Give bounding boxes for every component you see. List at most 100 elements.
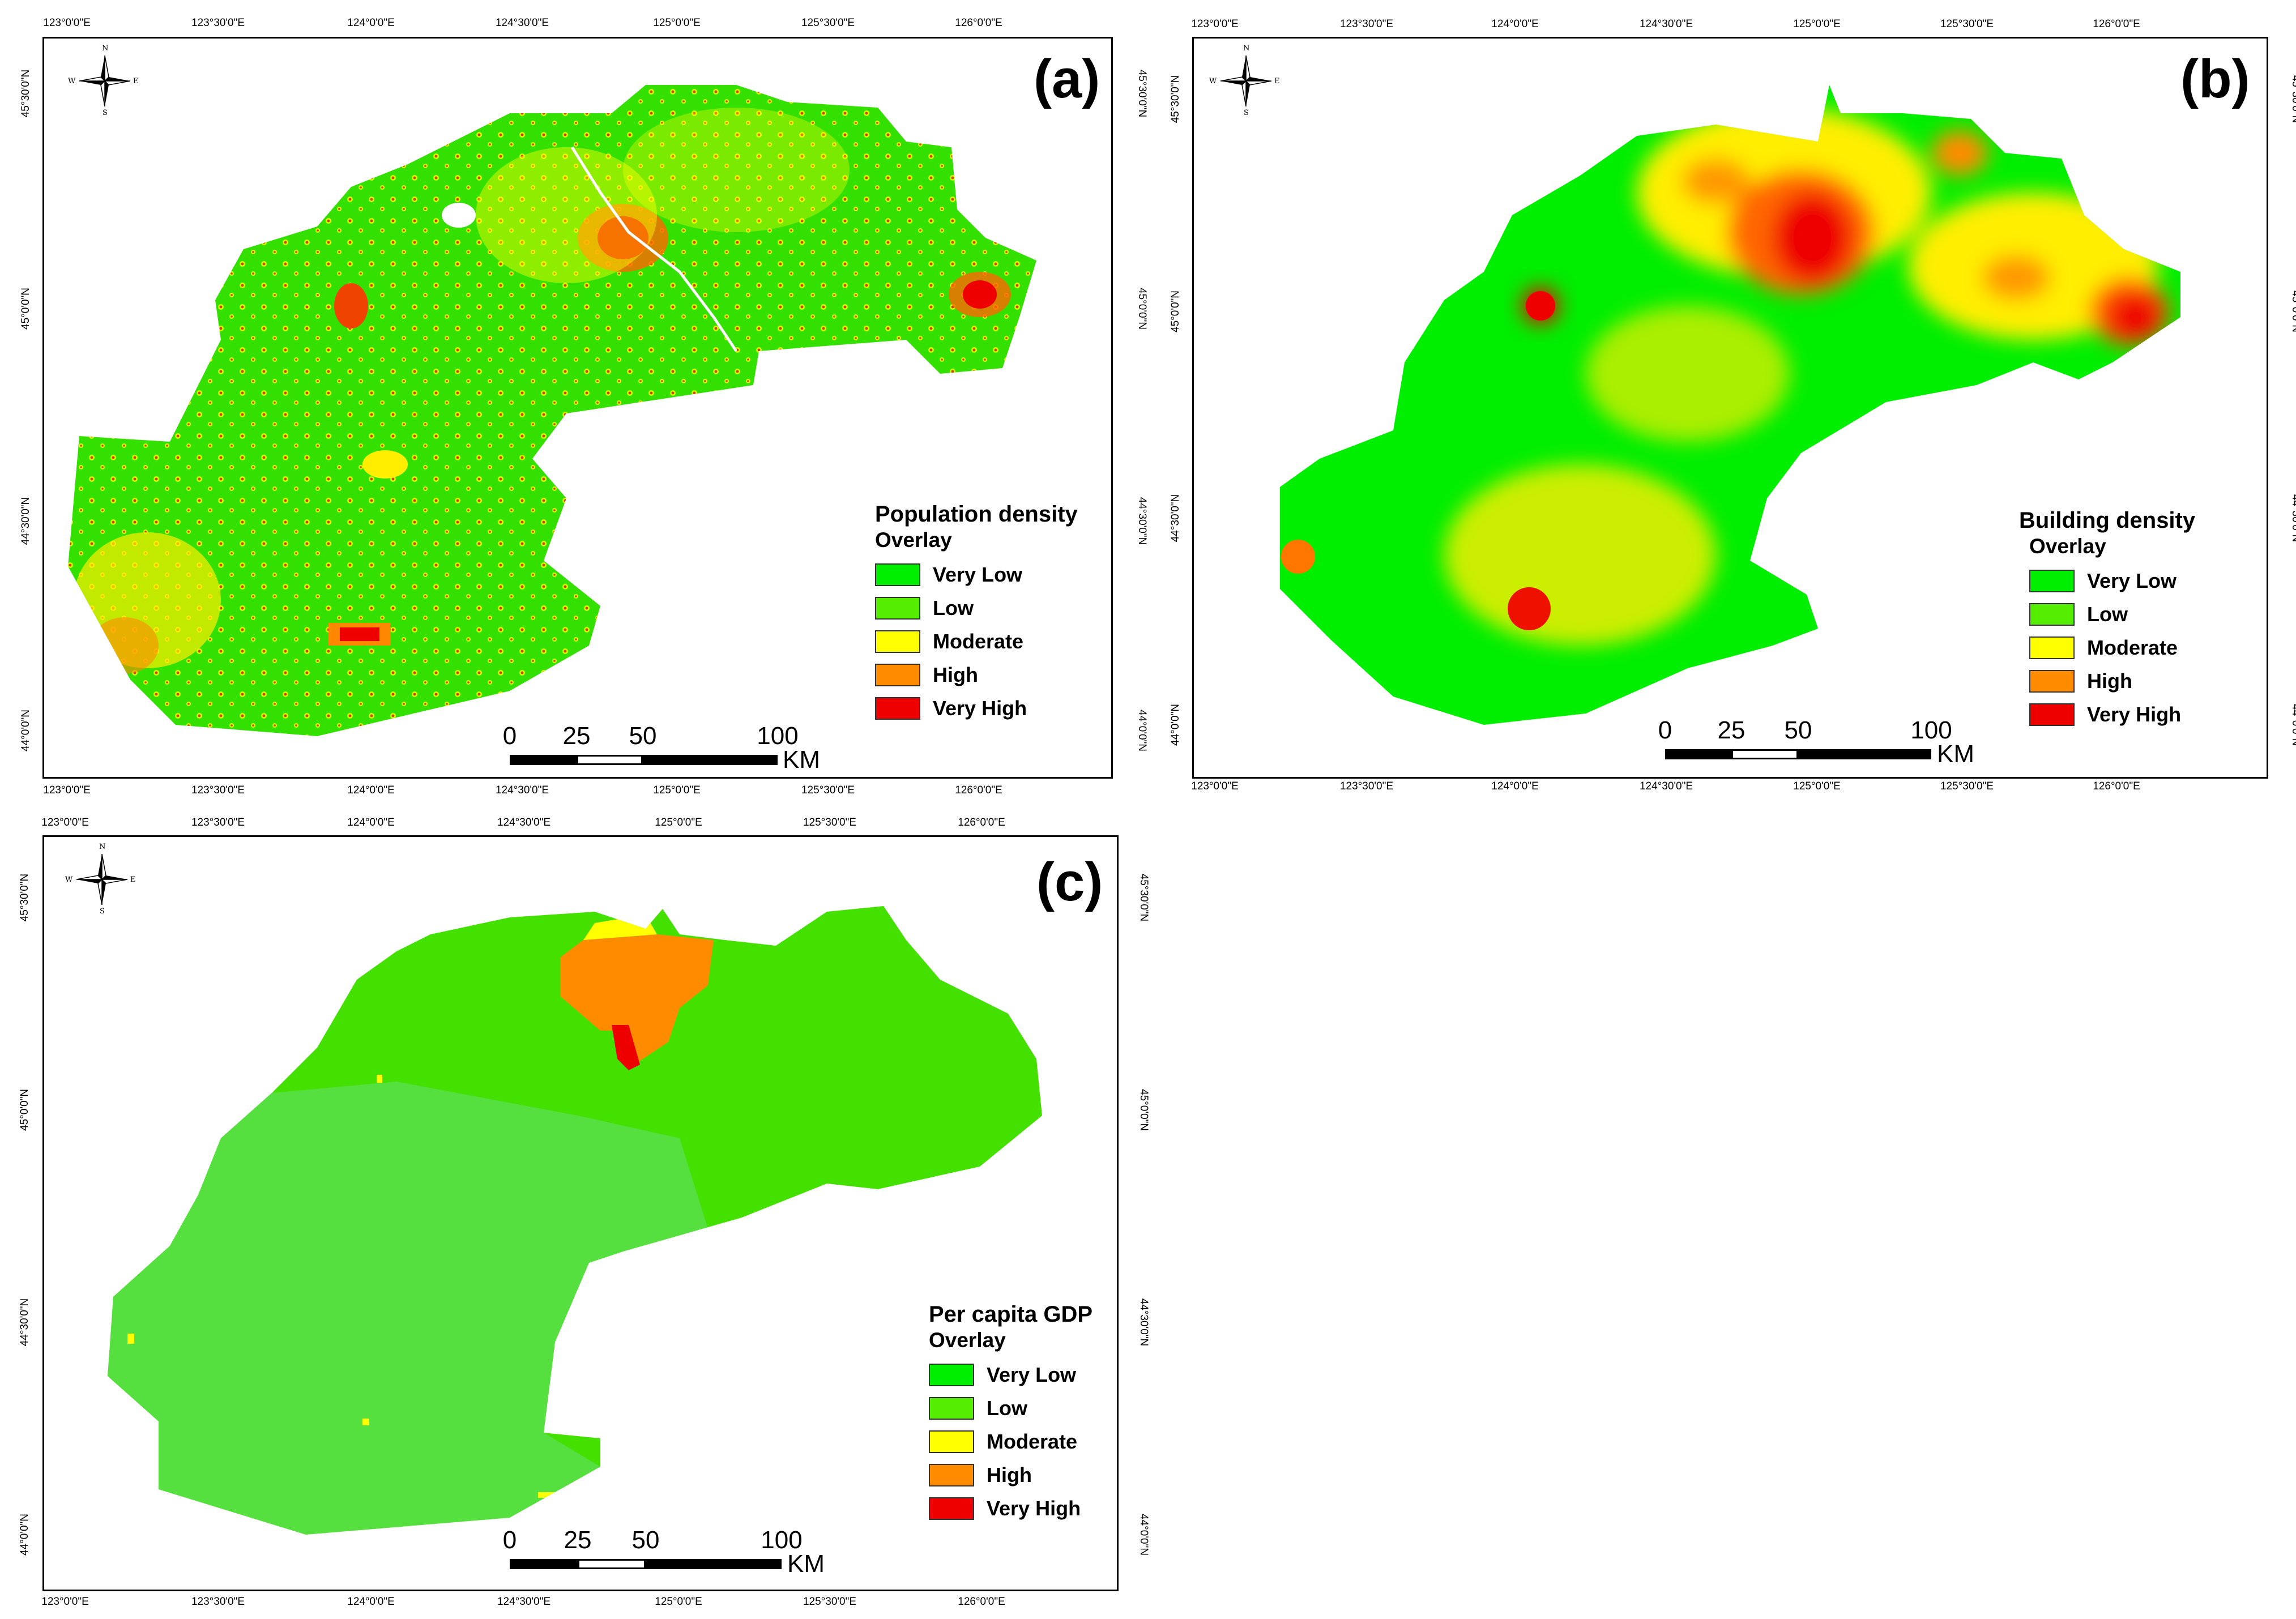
- legend: Population density Overlay Very Low Low …: [875, 501, 1078, 725]
- x-tick-label: 126°0'0"E: [958, 1596, 1005, 1608]
- x-tick-label: 125°30'0"E: [1940, 18, 1994, 30]
- legend-label: Low: [933, 596, 974, 620]
- legend-swatch: [2029, 703, 2075, 726]
- x-tick-label: 126°0'0"E: [2093, 18, 2140, 30]
- x-tick-label: 125°30'0"E: [801, 784, 855, 796]
- legend-label: Very Low: [987, 1362, 1077, 1386]
- north-arrow-icon: N S E W: [65, 843, 139, 916]
- legend-item: Very High: [875, 691, 1078, 725]
- legend-title: Per capita GDP: [929, 1302, 1093, 1327]
- legend-swatch: [875, 663, 920, 686]
- legend-label: Very Low: [2087, 569, 2177, 592]
- x-tick-label: 123°30'0"E: [191, 784, 245, 796]
- legend-item: Very High: [929, 1492, 1092, 1525]
- legend-label: Low: [987, 1396, 1027, 1420]
- legend-item: High: [2029, 664, 2195, 698]
- legend-label: Moderate: [933, 629, 1024, 653]
- scale-bar: 0 25 50 100 KM: [498, 722, 838, 774]
- x-tick-label: 123°30'0"E: [191, 17, 245, 29]
- legend: Building density Overlay Very Low Low Mo…: [2019, 507, 2195, 731]
- panel-label: (a): [1034, 49, 1100, 109]
- x-tick-label: 124°0'0"E: [347, 817, 395, 828]
- compass-w: W: [68, 77, 76, 86]
- x-tick-label: 124°0'0"E: [1491, 780, 1539, 792]
- x-tick-label: 125°30'0"E: [803, 817, 857, 828]
- legend-label: High: [933, 663, 978, 686]
- legend-item: High: [929, 1458, 1092, 1492]
- compass-e: E: [1274, 77, 1280, 86]
- north-arrow-icon: N S E W: [1209, 44, 1283, 118]
- scale-segment: [646, 1559, 782, 1569]
- scale-label: 25: [564, 1526, 592, 1554]
- scale-segment: [643, 755, 778, 765]
- compass-s: S: [100, 907, 105, 916]
- x-tick-label: 125°30'0"E: [803, 1596, 857, 1608]
- compass-n: N: [1243, 44, 1250, 53]
- x-tick-label: 125°0'0"E: [653, 784, 701, 796]
- legend-swatch: [2029, 603, 2075, 626]
- x-tick-label: 123°30'0"E: [1339, 780, 1394, 792]
- scale-segment: [578, 1559, 646, 1569]
- scale-unit: KM: [787, 1550, 825, 1578]
- scale-label: 25: [1717, 716, 1746, 744]
- scale-segment: [1731, 749, 1798, 759]
- x-tick-label: 123°0'0"E: [41, 817, 89, 828]
- scale-unit: KM: [783, 746, 820, 774]
- compass-n: N: [99, 843, 106, 851]
- scale-label: 50: [1784, 716, 1812, 744]
- legend-swatch: [2029, 636, 2075, 659]
- legend: Per capita GDP Overlay Very Low Low Mode…: [929, 1301, 1092, 1525]
- scale-label: 0: [502, 1526, 517, 1554]
- map-frame: [1192, 37, 2268, 779]
- map-panel-c: 123°0'0"E 123°30'0"E 124°0'0"E 124°30'0"…: [0, 798, 1150, 1619]
- legend-label: Very High: [987, 1496, 1081, 1520]
- legend-item: Very Low: [2029, 564, 2195, 597]
- legend-item: Moderate: [875, 625, 1078, 658]
- legend-title: Building density: [2019, 508, 2196, 533]
- x-tick-label: 125°0'0"E: [1793, 780, 1841, 792]
- scale-label: 100: [1910, 716, 1952, 744]
- scale-segment: [1798, 749, 1931, 759]
- x-tick-label: 126°0'0"E: [958, 817, 1005, 828]
- scale-label: 0: [1658, 716, 1672, 744]
- x-tick-label: 125°30'0"E: [801, 17, 855, 29]
- x-tick-label: 124°30'0"E: [495, 17, 549, 29]
- panel-label: (c): [1036, 852, 1103, 912]
- x-tick-label: 123°0'0"E: [41, 1596, 89, 1608]
- legend-item: Low: [929, 1391, 1092, 1425]
- compass-e: E: [130, 875, 136, 884]
- legend-label: Very Low: [933, 562, 1023, 586]
- compass-e: E: [133, 77, 139, 86]
- legend-swatch: [875, 697, 920, 720]
- legend-swatch: [2029, 569, 2075, 592]
- legend-swatch: [929, 1430, 974, 1453]
- legend-swatch: [875, 596, 920, 620]
- scale-unit: KM: [1937, 740, 1974, 768]
- x-tick-label: 123°0'0"E: [43, 17, 91, 29]
- scale-segment: [577, 755, 643, 765]
- x-tick-label: 123°30'0"E: [191, 817, 245, 828]
- legend-item: High: [875, 658, 1078, 691]
- legend-label: Very High: [2087, 702, 2182, 726]
- legend-item: Moderate: [929, 1425, 1092, 1458]
- legend-subtitle: Overlay: [2029, 535, 2106, 558]
- legend-swatch: [929, 1463, 974, 1486]
- x-tick-label: 124°0'0"E: [347, 17, 395, 29]
- scale-bar: 0 25 50 100 KM: [498, 1526, 850, 1578]
- map-panel-b: 123°0'0"E 123°30'0"E 124°0'0"E 124°30'0"…: [1150, 0, 2296, 793]
- x-tick-label: 125°30'0"E: [1940, 780, 1994, 792]
- x-tick-label: 125°0'0"E: [1793, 18, 1841, 30]
- x-tick-label: 123°30'0"E: [1339, 18, 1394, 30]
- legend-item: Moderate: [2029, 631, 2195, 664]
- compass-s: S: [103, 109, 108, 117]
- scale-segment: [510, 1559, 578, 1569]
- scale-label: 0: [502, 722, 517, 750]
- scale-label: 50: [631, 1526, 660, 1554]
- legend-label: High: [2087, 669, 2132, 693]
- x-tick-label: 124°30'0"E: [1639, 18, 1693, 30]
- x-tick-label: 123°0'0"E: [43, 784, 91, 796]
- north-arrow-icon: N S E W: [68, 44, 142, 118]
- population-density-map: [68, 85, 1036, 736]
- legend-subtitle: Overlay: [875, 528, 952, 552]
- scale-bar: 0 25 50 100 KM: [1654, 716, 2005, 768]
